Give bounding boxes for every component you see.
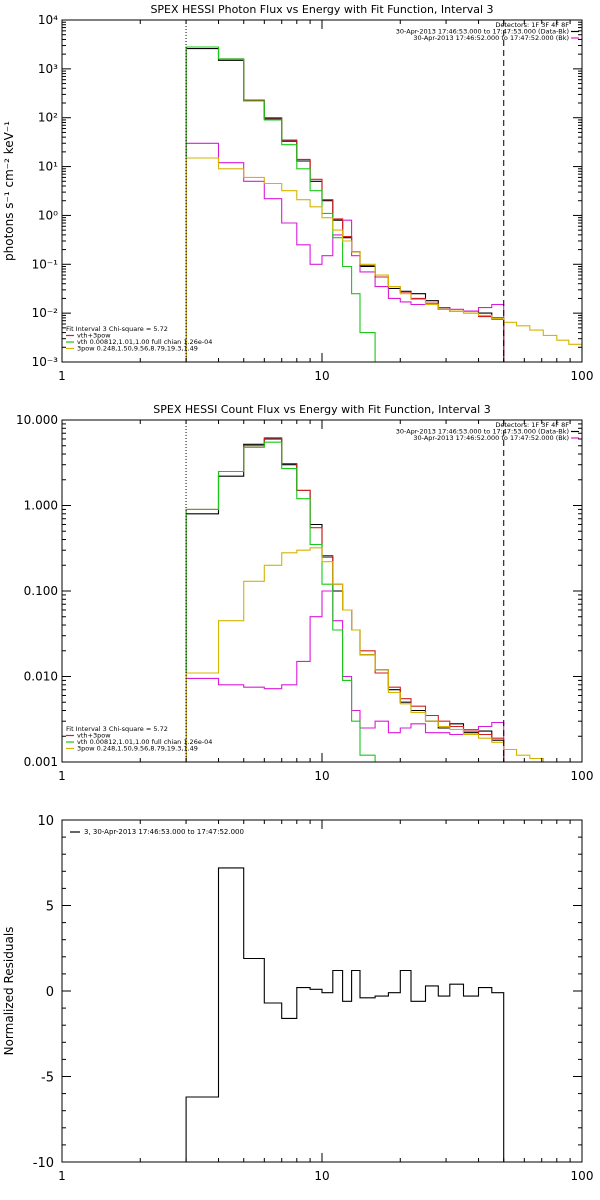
y-tick-label: -10 bbox=[33, 1156, 54, 1171]
series-line-3pow bbox=[185, 547, 558, 762]
legend-left-text: 3pow 0.248,1.50,9.56,8.79,19.3,1.49 bbox=[77, 345, 198, 353]
legend-left-text: vth+3pow bbox=[77, 332, 111, 340]
legend-left-text: Fit Interval 3 Chi-square = 5.72 bbox=[66, 725, 168, 733]
x-tick-label: 1 bbox=[58, 369, 66, 383]
x-tick-label: 10 bbox=[314, 369, 329, 383]
y-tick-label: 10⁰ bbox=[38, 208, 58, 222]
y-axis-label: Normalized Residuals bbox=[2, 927, 16, 1056]
y-tick-label: 10⁻³ bbox=[32, 355, 59, 369]
y-tick-label: 10³ bbox=[38, 62, 58, 76]
legend-right-text: 30-Apr-2013 17:46:52.000 to 17:47:52.000… bbox=[413, 434, 569, 442]
y-tick-label: 5 bbox=[46, 900, 54, 915]
y-tick-label: 10⁴ bbox=[38, 13, 58, 27]
y-tick-label: 10² bbox=[38, 111, 58, 125]
legend-right-text: Detectors: 1F 3F 4F 8F bbox=[495, 421, 569, 429]
y-tick-label: 10⁻¹ bbox=[32, 257, 59, 271]
legend-left-text: Fit Interval 3 Chi-square = 5.72 bbox=[66, 325, 168, 333]
legend-right-text: 30-Apr-2013 17:46:53.000 to 17:47:53.000… bbox=[396, 28, 569, 36]
y-tick-label: 10 bbox=[37, 814, 54, 829]
series-line-vth bbox=[185, 441, 376, 762]
y-tick-label: 0.100 bbox=[24, 584, 58, 598]
legend-left-text: 3pow 0.248,1.50,9.56,8.79,19.3,1.49 bbox=[77, 745, 198, 753]
series-line-vth-3pow bbox=[185, 437, 505, 762]
photon-flux-panel: SPEX HESSI Photon Flux vs Energy with Fi… bbox=[2, 3, 593, 383]
x-tick-label: 100 bbox=[571, 769, 594, 783]
legend-left-text: vth+3pow bbox=[77, 732, 111, 740]
series-line-bk bbox=[185, 142, 505, 362]
series-group bbox=[185, 867, 505, 1162]
y-tick-label: 10⁻² bbox=[32, 306, 59, 320]
legend-left-text: vth 0.00812,1.01,1.00 full chian 1.26e-0… bbox=[77, 738, 212, 746]
series-group bbox=[185, 46, 582, 362]
count-flux-panel: SPEX HESSI Count Flux vs Energy with Fit… bbox=[16, 403, 593, 783]
x-tick-label: 100 bbox=[571, 369, 594, 383]
series-line-3pow bbox=[185, 157, 582, 362]
legend-right-text: 30-Apr-2013 17:46:52.000 to 17:47:52.000… bbox=[413, 34, 569, 42]
x-tick-label: 1 bbox=[58, 769, 66, 783]
chart-title: SPEX HESSI Photon Flux vs Energy with Fi… bbox=[150, 3, 493, 16]
y-tick-label: 0.010 bbox=[24, 670, 58, 684]
legend-right-text: 30-Apr-2013 17:46:53.000 to 17:47:53.000… bbox=[396, 428, 569, 436]
legend-right-text: Detectors: 1F 3F 4F 8F bbox=[495, 21, 569, 29]
chart-title: SPEX HESSI Count Flux vs Energy with Fit… bbox=[153, 403, 490, 416]
y-tick-label: 1.000 bbox=[24, 499, 58, 513]
y-tick-label: 0.001 bbox=[24, 755, 58, 769]
series-group bbox=[185, 437, 558, 762]
legend-left-text: vth 0.00812,1.01,1.00 full chian 1.26e-0… bbox=[77, 338, 212, 346]
y-tick-label: 10¹ bbox=[38, 160, 58, 174]
legend-text: 3, 30-Apr-2013 17:46:53.000 to 17:47:52.… bbox=[84, 828, 244, 836]
residuals-panel: Normalized Residuals 1 10 100 -10 -5 0 5 10 3, 30… bbox=[2, 814, 593, 1183]
x-tick-label: 10 bbox=[314, 769, 329, 783]
x-tick-label: 100 bbox=[571, 1169, 594, 1183]
y-axis-label: photons s⁻¹ cm⁻² keV⁻¹ bbox=[2, 121, 16, 261]
y-tick-label: 0 bbox=[46, 985, 54, 1000]
y-tick-label: 10.000 bbox=[16, 413, 58, 427]
y-tick-label: -5 bbox=[41, 1071, 54, 1086]
series-line-residuals bbox=[185, 867, 505, 1162]
series-line-bk bbox=[185, 590, 505, 762]
x-tick-label: 10 bbox=[314, 1169, 329, 1183]
series-line-data-bk bbox=[185, 48, 505, 362]
series-line-vth-3pow bbox=[185, 46, 505, 362]
series-line-vth bbox=[185, 46, 376, 362]
x-tick-label: 1 bbox=[58, 1169, 66, 1183]
series-line-data-bk bbox=[185, 438, 505, 762]
